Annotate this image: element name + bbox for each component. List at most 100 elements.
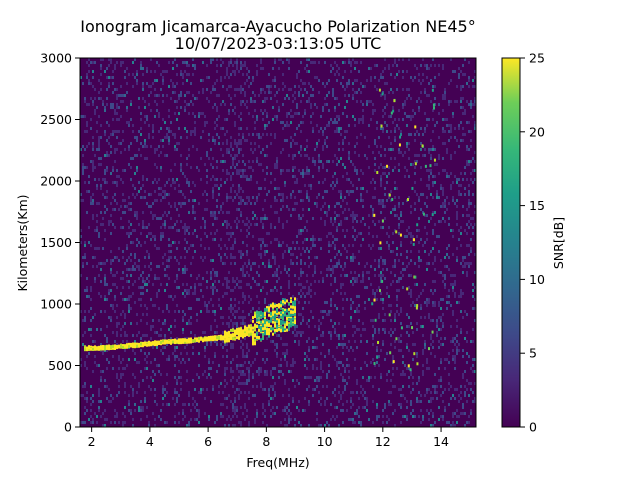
- noise-cell: [90, 196, 92, 199]
- noise-cell: [192, 403, 194, 406]
- noise-cell: [362, 199, 364, 202]
- noise-cell: [284, 139, 286, 142]
- noise-cell: [378, 259, 380, 262]
- noise-cell: [168, 130, 170, 133]
- noise-cell: [358, 262, 360, 265]
- noise-cell: [350, 346, 352, 349]
- noise-cell: [186, 181, 188, 184]
- noise-cell: [354, 340, 356, 343]
- noise-cell: [174, 145, 176, 148]
- noise-cell: [194, 406, 196, 409]
- noise-cell: [82, 319, 84, 322]
- noise-cell: [424, 316, 426, 319]
- noise-cell: [434, 385, 436, 388]
- noise-cell: [442, 391, 444, 394]
- noise-cell: [260, 289, 262, 292]
- noise-cell: [274, 412, 276, 415]
- noise-cell: [334, 322, 336, 325]
- noise-cell: [224, 103, 226, 106]
- noise-cell: [400, 214, 402, 217]
- noise-cell: [210, 286, 212, 289]
- noise-cell: [354, 310, 356, 313]
- noise-cell: [106, 103, 108, 106]
- noise-cell: [294, 385, 296, 388]
- noise-cell: [388, 196, 390, 199]
- echo-cell: [224, 330, 226, 334]
- noise-cell: [82, 334, 84, 337]
- noise-cell: [184, 268, 186, 271]
- noise-cell: [216, 94, 218, 97]
- noise-cell: [432, 340, 434, 343]
- noise-cell: [100, 67, 102, 70]
- noise-cell: [422, 58, 424, 61]
- noise-cell: [422, 352, 424, 355]
- noise-cell: [400, 340, 402, 343]
- noise-cell: [294, 283, 296, 286]
- noise-cell: [160, 226, 162, 229]
- noise-cell: [442, 127, 444, 130]
- noise-cell: [228, 286, 230, 289]
- noise-cell: [406, 400, 408, 403]
- noise-cell: [168, 139, 170, 142]
- noise-cell: [256, 73, 258, 76]
- noise-cell: [460, 85, 462, 88]
- noise-cell: [134, 403, 136, 406]
- noise-cell: [204, 190, 206, 193]
- noise-cell: [402, 106, 404, 109]
- noise-cell: [224, 373, 226, 376]
- noise-cell: [302, 409, 304, 412]
- noise-cell: [434, 211, 436, 214]
- noise-cell: [144, 352, 146, 355]
- noise-cell: [144, 142, 146, 145]
- noise-cell: [232, 163, 234, 166]
- noise-cell: [330, 418, 332, 421]
- noise-cell: [104, 295, 106, 298]
- noise-cell: [214, 121, 216, 124]
- noise-cell: [106, 154, 108, 157]
- noise-cell: [290, 247, 292, 250]
- noise-cell: [334, 184, 336, 187]
- noise-cell: [424, 340, 426, 343]
- noise-cell: [408, 142, 410, 145]
- noise-cell: [310, 187, 312, 190]
- noise-cell: [260, 256, 262, 259]
- noise-cell: [350, 406, 352, 409]
- noise-cell: [452, 235, 454, 238]
- noise-cell: [290, 364, 292, 367]
- noise-cell: [354, 358, 356, 361]
- noise-cell: [398, 349, 400, 352]
- noise-cell: [352, 421, 354, 424]
- noise-cell: [302, 286, 304, 289]
- noise-cell: [328, 160, 330, 163]
- noise-cell: [268, 265, 270, 268]
- noise-cell: [292, 94, 294, 97]
- noise-cell: [462, 112, 464, 115]
- noise-cell: [256, 70, 258, 73]
- noise-cell: [252, 115, 254, 118]
- noise-cell: [140, 64, 142, 67]
- noise-cell: [474, 286, 476, 289]
- noise-cell: [282, 352, 284, 355]
- noise-cell: [174, 355, 176, 358]
- noise-cell: [306, 238, 308, 241]
- noise-cell: [120, 292, 122, 295]
- noise-cell: [282, 169, 284, 172]
- noise-cell: [394, 214, 396, 217]
- noise-cell: [468, 76, 470, 79]
- noise-cell: [378, 415, 380, 418]
- noise-cell: [230, 226, 232, 229]
- noise-cell: [180, 73, 182, 76]
- noise-cell: [194, 418, 196, 421]
- noise-cell: [246, 178, 248, 181]
- noise-cell: [104, 385, 106, 388]
- noise-cell: [210, 400, 212, 403]
- noise-cell: [338, 367, 340, 370]
- noise-cell: [160, 334, 162, 337]
- noise-cell: [266, 166, 268, 169]
- noise-cell: [310, 121, 312, 124]
- noise-cell: [236, 64, 238, 67]
- noise-cell: [420, 400, 422, 403]
- noise-cell: [424, 226, 426, 229]
- noise-cell: [220, 127, 222, 130]
- noise-cell: [380, 298, 382, 301]
